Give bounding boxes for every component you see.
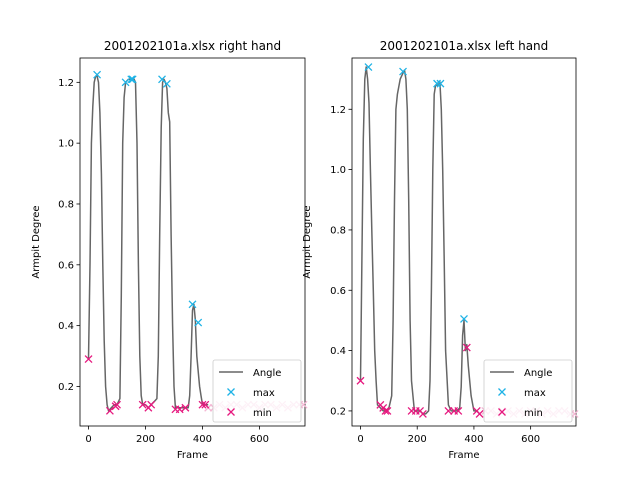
legend-label: Angle: [524, 368, 552, 379]
y-tick-label: 0.8: [330, 225, 346, 236]
chart-left-hand: 2001202101a.xlsx left hand Frame Armpit …: [302, 39, 579, 461]
plot-area: [351, 57, 577, 427]
y-tick-label: 1.0: [330, 165, 346, 176]
min-marker: [475, 409, 484, 418]
max-marker: [194, 318, 203, 327]
y-tick-label: 1.2: [58, 78, 74, 89]
legend-frame: [483, 359, 573, 423]
min-marker: [383, 406, 392, 415]
max-marker: [128, 75, 137, 84]
y-tick-label: 0.8: [58, 199, 74, 210]
min-marker: [113, 400, 121, 409]
y-tick-label: 0.6: [330, 286, 346, 297]
y-axis-label: Armpit Degree: [302, 205, 313, 278]
legend-frame: [212, 359, 302, 423]
legend: Angle max min: [483, 359, 573, 423]
chart-title: 2001202101a.xlsx left hand: [380, 39, 549, 53]
min-marker: [381, 406, 390, 415]
min-marker: [356, 376, 365, 385]
legend-label: min: [524, 408, 543, 419]
x-tick-label: 600: [250, 434, 269, 445]
x-tick-label: 0: [357, 434, 363, 445]
legend-label: Angle: [253, 368, 281, 379]
x-tick-label: 400: [464, 434, 483, 445]
legend-label: max: [253, 388, 275, 399]
y-tick-label: 0.6: [58, 260, 74, 271]
min-marker: [201, 400, 210, 409]
min-marker: [181, 403, 190, 412]
min-marker: [454, 406, 463, 415]
max-marker: [436, 79, 445, 88]
x-tick-label: 0: [85, 434, 91, 445]
plot-area: [79, 57, 306, 427]
x-axis-label: Frame: [448, 450, 479, 461]
legend-label: min: [253, 408, 272, 419]
x-axis-label: Frame: [177, 450, 208, 461]
x-tick-label: 200: [136, 434, 155, 445]
max-marker: [460, 314, 468, 323]
max-marker: [433, 79, 442, 88]
min-marker: [444, 406, 453, 415]
legend: Angle max min: [212, 359, 302, 423]
legend-max-swatch: [498, 388, 506, 396]
max-marker: [399, 67, 407, 76]
chart-right-hand: 2001202101a.xlsx right hand Frame Armpit…: [31, 39, 308, 461]
min-marker: [105, 406, 114, 415]
y-tick-label: 0.4: [330, 346, 346, 357]
min-marker: [84, 355, 93, 364]
legend-min-swatch: [227, 408, 235, 416]
legend-max-swatch: [227, 388, 235, 396]
y-tick-label: 1.2: [330, 105, 346, 116]
y-axis-label: Armpit Degree: [31, 205, 42, 278]
y-tick-label: 0.4: [58, 321, 74, 332]
min-marker: [198, 400, 207, 409]
min-marker: [138, 400, 147, 409]
legend-label: max: [524, 388, 546, 399]
max-marker: [364, 63, 373, 72]
max-marker: [93, 70, 102, 79]
legend-min-swatch: [498, 408, 506, 416]
max-marker: [127, 75, 136, 84]
y-tick-label: 1.0: [58, 139, 74, 150]
min-marker: [462, 343, 471, 352]
x-tick-label: 600: [521, 434, 540, 445]
min-marker: [147, 400, 156, 409]
y-tick-label: 0.2: [330, 406, 346, 417]
max-marker: [121, 78, 130, 87]
x-tick-label: 200: [408, 434, 427, 445]
y-tick-label: 0.2: [58, 382, 74, 393]
chart-title: 2001202101a.xlsx right hand: [104, 39, 281, 53]
max-marker: [188, 300, 197, 309]
min-marker: [175, 405, 184, 414]
max-marker: [162, 79, 171, 88]
angle-line: [359, 66, 481, 415]
min-marker: [418, 409, 427, 418]
x-tick-label: 400: [193, 434, 212, 445]
